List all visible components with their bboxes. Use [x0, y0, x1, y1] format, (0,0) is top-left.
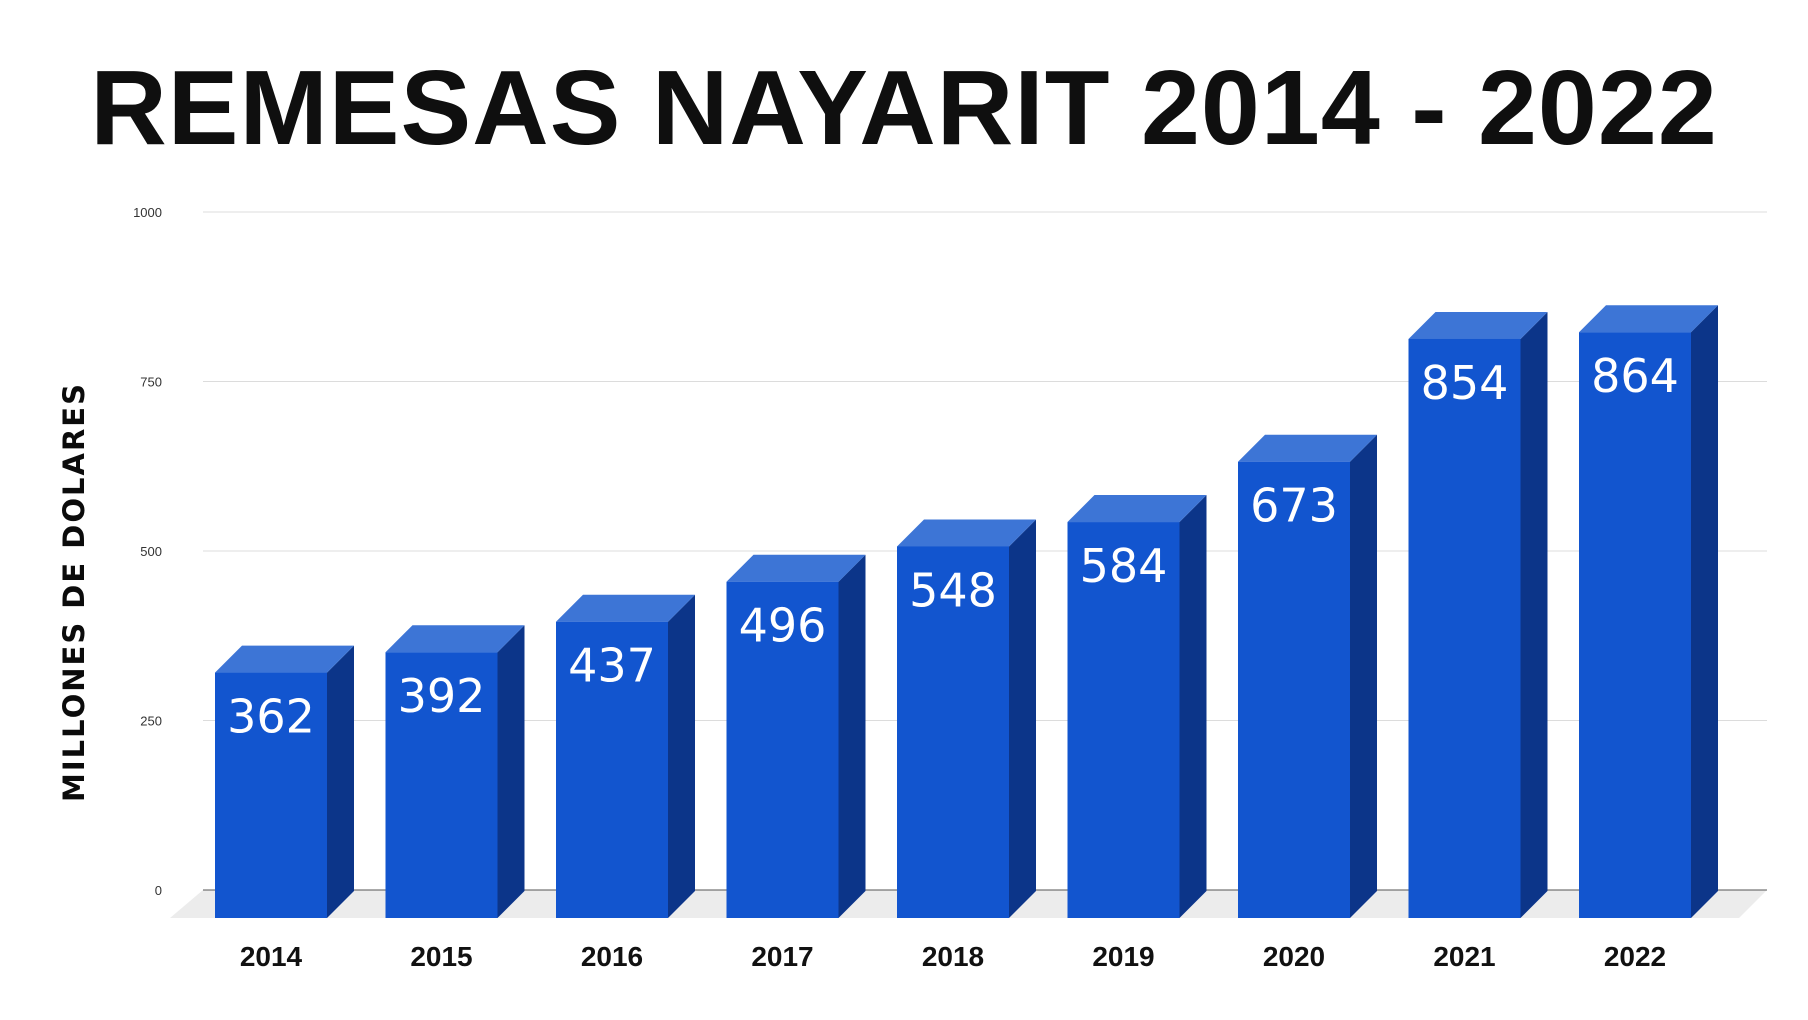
data-label-2022: 864 — [1591, 349, 1679, 403]
data-label-2016: 437 — [568, 639, 656, 693]
bar-top-2022 — [1579, 305, 1718, 333]
bar-front-2021 — [1408, 338, 1521, 918]
chart-title: REMESAS NAYARIT 2014 - 2022 — [90, 49, 1718, 167]
bar-side-2015 — [497, 625, 525, 918]
bar-front-2014 — [215, 672, 327, 918]
x-tick-label-2019: 2019 — [1092, 941, 1154, 972]
data-label-2019: 584 — [1080, 539, 1168, 593]
y-tick-label-0: 0 — [155, 883, 162, 898]
bar-top-2015 — [385, 625, 525, 653]
data-label-2017: 496 — [739, 599, 827, 653]
bar-2019 — [1067, 495, 1207, 918]
bar-top-2021 — [1408, 311, 1548, 339]
bar-top-2014 — [215, 645, 354, 673]
bar-2018 — [897, 519, 1036, 918]
x-tick-label-2021: 2021 — [1433, 941, 1495, 972]
bar-front-2018 — [897, 546, 1009, 918]
bar-side-2022 — [1691, 305, 1718, 918]
bar-2014 — [215, 645, 354, 918]
bar-2021 — [1408, 311, 1548, 918]
bar-side-2021 — [1520, 311, 1548, 918]
x-tick-label-2014: 2014 — [240, 941, 303, 972]
bars — [215, 305, 1718, 918]
bar-side-2016 — [668, 594, 695, 918]
x-tick-label-2020: 2020 — [1263, 941, 1325, 972]
bar-2020 — [1238, 434, 1377, 918]
y-tick-label-1000: 1000 — [133, 205, 162, 220]
x-tick-label-2016: 2016 — [581, 941, 643, 972]
x-tick-label-2015: 2015 — [410, 941, 472, 972]
bar-top-2019 — [1067, 495, 1207, 523]
bar-side-2019 — [1179, 495, 1207, 918]
y-tick-label-500: 500 — [140, 544, 162, 559]
bar-2015 — [385, 625, 525, 918]
data-label-2021: 854 — [1421, 356, 1509, 410]
x-tick-label-2022: 2022 — [1604, 941, 1666, 972]
y-tick-label-250: 250 — [140, 714, 162, 729]
bar-side-2018 — [1009, 519, 1036, 918]
bar-front-2015 — [385, 652, 498, 918]
data-label-2018: 548 — [909, 563, 997, 617]
y-axis-ticks: 0 250 500 750 1000 — [133, 205, 162, 898]
bar-side-2017 — [838, 554, 866, 918]
bar-2017 — [726, 554, 866, 918]
labels: 362 2014 392 2015 437 2016 496 2017 548 2018 584 20… — [227, 349, 1679, 972]
bar-side-2020 — [1350, 434, 1377, 918]
x-tick-label-2018: 2018 — [922, 941, 984, 972]
bar-top-2016 — [556, 594, 695, 622]
data-label-2014: 362 — [227, 690, 315, 744]
bar-top-2018 — [897, 519, 1036, 547]
bar-front-2016 — [556, 621, 668, 918]
bar-front-2017 — [726, 581, 839, 918]
data-label-2015: 392 — [398, 669, 486, 723]
bar-2016 — [556, 594, 695, 918]
bar-top-2020 — [1238, 434, 1377, 462]
data-label-2020: 673 — [1250, 479, 1338, 533]
bar-top-2017 — [726, 554, 866, 582]
x-tick-label-2017: 2017 — [751, 941, 813, 972]
bar-front-2019 — [1067, 522, 1180, 918]
bar-front-2020 — [1238, 461, 1350, 918]
y-tick-label-750: 750 — [140, 375, 162, 390]
bar-side-2014 — [327, 645, 354, 918]
bar-front-2022 — [1579, 332, 1691, 918]
bar-2022 — [1579, 305, 1718, 918]
